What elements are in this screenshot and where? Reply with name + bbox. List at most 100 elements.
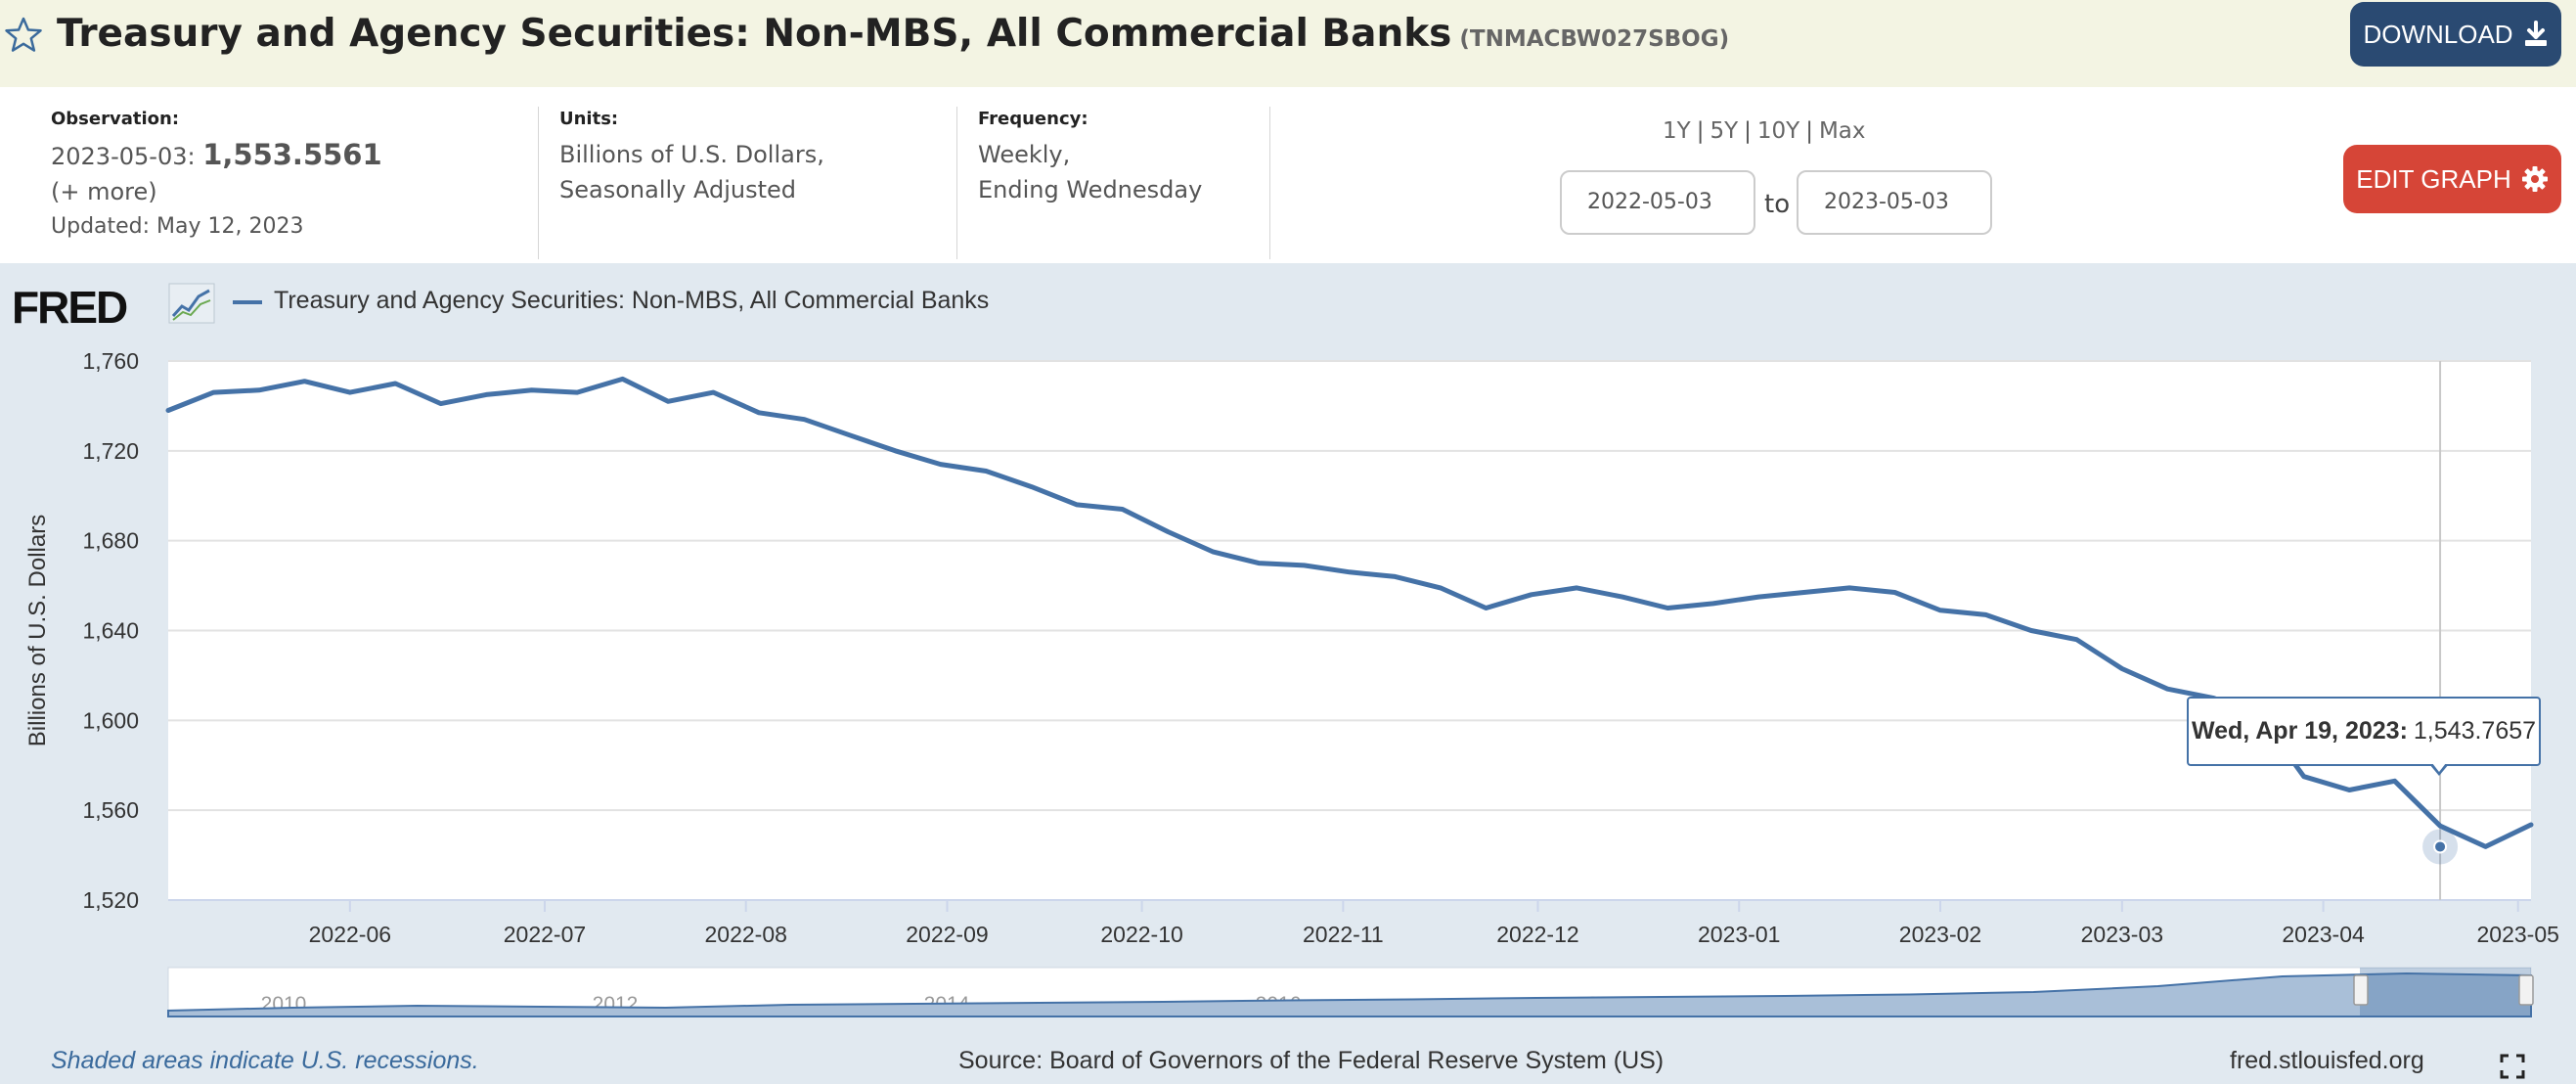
edit-graph-label: EDIT GRAPH <box>2356 163 2511 194</box>
y-tick-label: 1,680 <box>82 528 139 554</box>
x-tick-label: 2023-05 <box>2477 922 2559 947</box>
x-tick-label: 2023-02 <box>1899 922 1981 947</box>
data-point <box>1302 563 1308 568</box>
site-link[interactable]: fred.stlouisfed.org <box>2230 1047 2424 1074</box>
data-point <box>1029 484 1035 490</box>
recession-note[interactable]: Shaded areas indicate U.S. recessions. <box>51 1047 479 1074</box>
x-tick-label: 2022-06 <box>309 922 391 947</box>
edit-graph-button[interactable]: EDIT GRAPH <box>2343 145 2561 213</box>
data-point <box>165 408 171 414</box>
units-block: Units: Billions of U.S. Dollars, Seasona… <box>559 109 824 207</box>
data-point <box>665 398 671 404</box>
source-note: Source: Board of Governors of the Federa… <box>958 1047 1665 1074</box>
range-link-1y[interactable]: 1Y <box>1663 118 1691 144</box>
data-point <box>1755 594 1761 600</box>
x-tick-label: 2022-11 <box>1303 922 1384 947</box>
data-point <box>711 389 717 395</box>
observation-date: 2023-05-03: <box>51 143 196 170</box>
star-icon[interactable] <box>4 16 43 55</box>
chart-area: FRED Treasury and Agency Securities: Non… <box>0 263 2576 1084</box>
data-point <box>1392 573 1398 579</box>
data-point <box>1483 606 1488 611</box>
fred-logo: FRED <box>12 282 128 333</box>
y-tick-label: 1,640 <box>82 618 139 644</box>
observation-line: 2023-05-03: 1,553.5561 <box>51 137 382 174</box>
units-line-2: Seasonally Adjusted <box>559 176 797 203</box>
end-date-input[interactable]: 2023-05-03 <box>1797 170 1992 235</box>
data-point <box>620 376 626 382</box>
data-point <box>256 387 262 393</box>
start-date-input[interactable]: 2022-05-03 <box>1560 170 1755 235</box>
navigator-area <box>167 971 2532 1017</box>
navigator-window <box>2360 968 2531 1016</box>
range-links: 1Y | 5Y | 10Y | Max <box>1663 118 1866 144</box>
download-icon <box>2524 21 2547 46</box>
observation-value: 1,553.5561 <box>202 138 382 171</box>
data-point <box>938 462 944 468</box>
updated-date: Updated: May 12, 2023 <box>51 214 304 239</box>
data-point <box>1574 585 1579 591</box>
data-point <box>2528 822 2534 828</box>
data-point <box>2301 774 2307 780</box>
series-line <box>165 376 2534 849</box>
page-header: Treasury and Agency Securities: Non-MBS,… <box>0 0 2576 87</box>
frequency-block: Frequency: Weekly, Ending Wednesday <box>978 109 1202 207</box>
data-point <box>1074 502 1080 508</box>
observation-block: Observation: 2023-05-03: 1,553.5561 (+ m… <box>51 109 382 245</box>
data-point <box>1347 569 1353 575</box>
data-point <box>801 417 807 423</box>
x-tick-label: 2023-03 <box>2081 922 2163 947</box>
tooltip-value: 1,543.7657 <box>2413 717 2537 745</box>
highlight-point <box>2433 839 2448 854</box>
frequency-label: Frequency: <box>978 109 1088 129</box>
download-button[interactable]: DOWNLOAD <box>2350 2 2561 67</box>
range-link-10y[interactable]: 10Y <box>1756 118 1800 144</box>
data-point <box>1892 589 1898 595</box>
data-point <box>2164 686 2170 692</box>
fred-graph-icon <box>168 283 215 324</box>
x-tick-label: 2022-09 <box>906 922 988 947</box>
data-point <box>301 379 307 384</box>
data-point <box>2392 778 2398 784</box>
range-link-max[interactable]: Max <box>1818 118 1866 144</box>
data-point <box>1165 528 1171 534</box>
data-point <box>756 410 762 416</box>
units-line-1: Billions of U.S. Dollars, <box>559 141 824 168</box>
data-point <box>1937 608 1943 613</box>
legend-label: Treasury and Agency Securities: Non-MBS,… <box>274 287 990 314</box>
data-point <box>1620 594 1625 600</box>
range-link-5y[interactable]: 5Y <box>1710 118 1739 144</box>
data-point <box>1665 606 1670 611</box>
legend-swatch <box>233 300 262 304</box>
y-tick-label: 1,720 <box>82 438 139 464</box>
to-label: to <box>1764 190 1791 219</box>
line-chart[interactable]: 1,520 1,560 1,600 1,640 1,680 1,720 1,760 2022-… <box>0 263 2576 1036</box>
chart-tooltip: Wed, Apr 19, 2023: 1,543.7657 <box>2187 697 2541 766</box>
navigator-handle <box>2353 974 2369 1006</box>
y-tick-label: 1,760 <box>82 348 139 374</box>
tooltip-date: Wed, Apr 19, 2023: <box>2191 717 2408 745</box>
divider <box>1269 107 1270 259</box>
series-title: Treasury and Agency Securities: Non-MBS,… <box>57 12 1452 56</box>
data-point <box>2119 666 2125 672</box>
observation-more-link[interactable]: (+ more) <box>51 178 157 205</box>
y-tick-label: 1,600 <box>82 707 139 733</box>
x-tick-label: 2022-10 <box>1100 922 1182 947</box>
data-point <box>1982 611 1988 617</box>
data-point <box>529 387 535 393</box>
data-point <box>438 401 444 407</box>
data-point <box>2483 843 2489 849</box>
data-point <box>1710 601 1716 607</box>
tooltip-arrow-fill <box>2432 763 2446 772</box>
gear-icon <box>2521 166 2548 192</box>
divider <box>538 107 539 259</box>
data-point <box>1256 561 1262 566</box>
data-point <box>574 389 580 395</box>
data-point <box>983 468 989 474</box>
y-axis-title: Billions of U.S. Dollars <box>24 515 51 746</box>
fullscreen-icon[interactable] <box>2500 1054 2525 1079</box>
frequency-line-2: Ending Wednesday <box>978 176 1203 203</box>
frequency-line-1: Weekly, <box>978 141 1071 168</box>
page-title: Treasury and Agency Securities: Non-MBS,… <box>57 12 1729 56</box>
data-point <box>2028 628 2034 634</box>
